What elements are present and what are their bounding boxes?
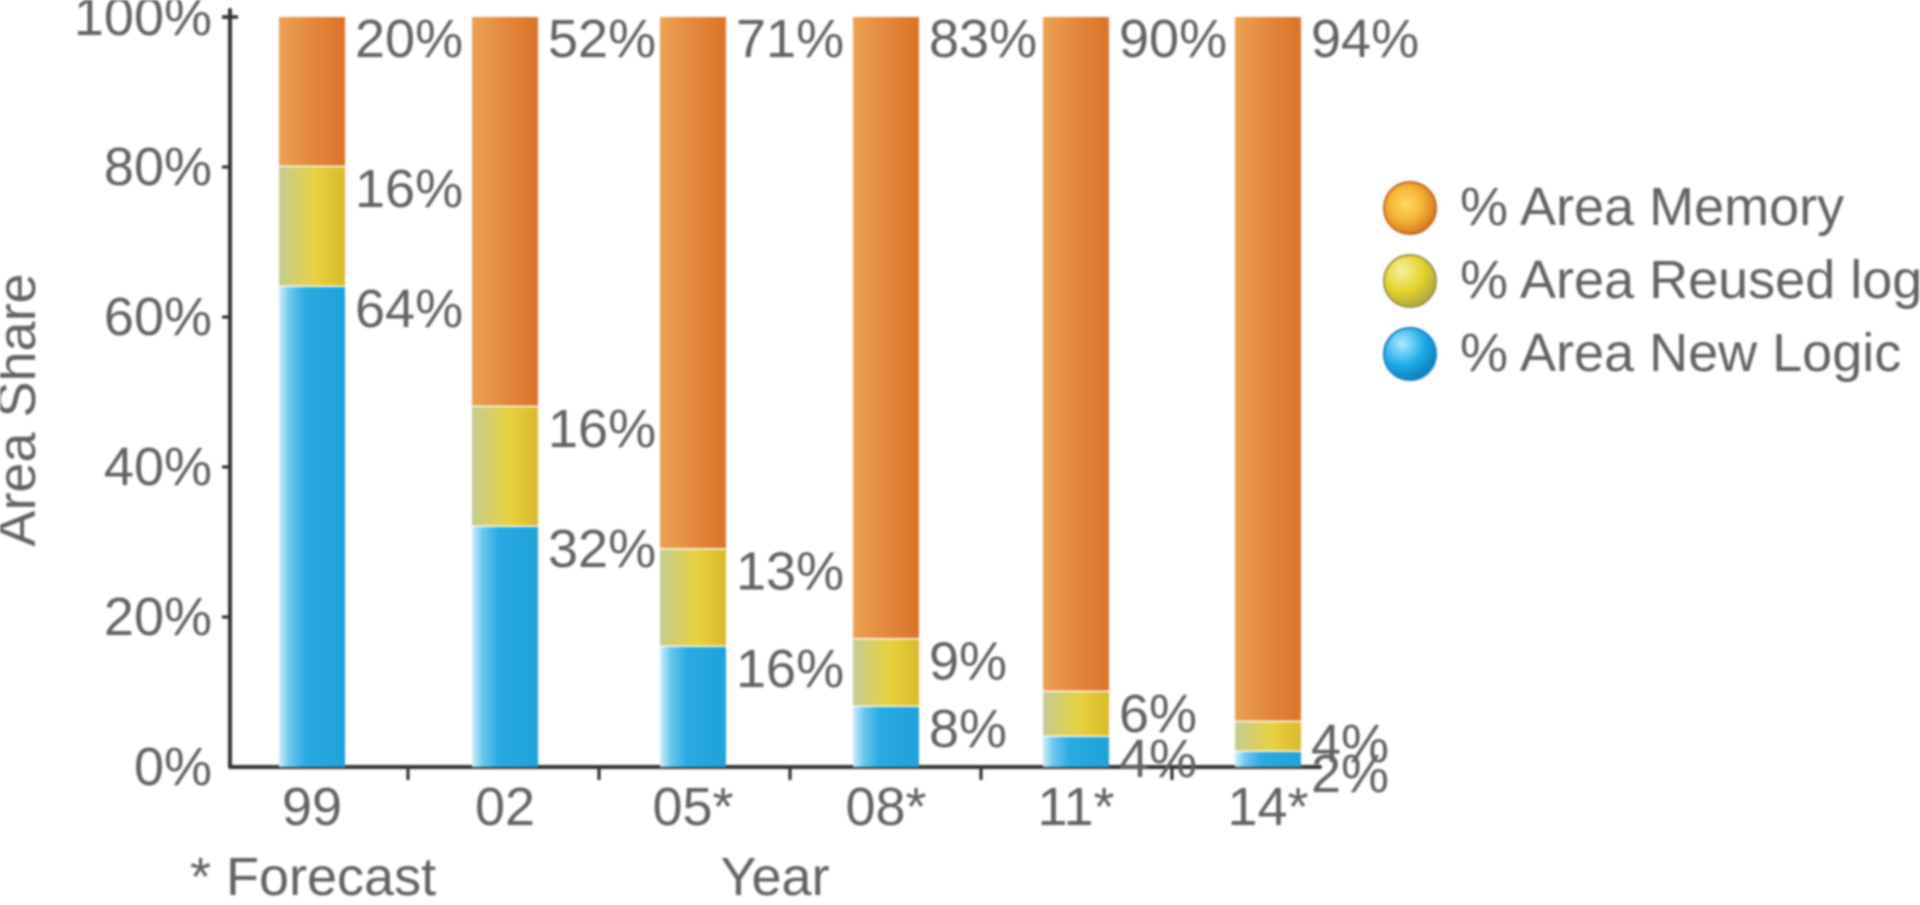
svg-text:13%: 13% bbox=[736, 542, 844, 602]
svg-text:99: 99 bbox=[282, 777, 342, 837]
svg-text:80%: 80% bbox=[104, 137, 212, 197]
svg-text:6%: 6% bbox=[1119, 684, 1197, 744]
svg-text:20%: 20% bbox=[104, 587, 212, 647]
svg-text:20%: 20% bbox=[355, 9, 463, 69]
svg-text:16%: 16% bbox=[355, 159, 463, 219]
svg-text:02: 02 bbox=[475, 777, 535, 837]
svg-text:52%: 52% bbox=[548, 9, 656, 69]
svg-text:05*: 05* bbox=[652, 777, 733, 837]
svg-text:% Area Reused logic: % Area Reused logic bbox=[1460, 250, 1920, 310]
svg-text:11*: 11* bbox=[1037, 777, 1114, 837]
svg-text:60%: 60% bbox=[104, 287, 212, 347]
svg-text:9%: 9% bbox=[929, 632, 1007, 692]
svg-text:Area Share: Area Share bbox=[0, 273, 47, 546]
svg-text:16%: 16% bbox=[736, 639, 844, 699]
svg-text:94%: 94% bbox=[1311, 9, 1419, 69]
svg-text:40%: 40% bbox=[104, 437, 212, 497]
svg-text:90%: 90% bbox=[1119, 9, 1227, 69]
svg-text:08*: 08* bbox=[845, 777, 926, 837]
svg-text:Year: Year bbox=[720, 847, 829, 905]
svg-text:64%: 64% bbox=[355, 279, 463, 339]
svg-text:0%: 0% bbox=[134, 737, 212, 797]
svg-text:100%: 100% bbox=[74, 0, 212, 47]
svg-text:4%: 4% bbox=[1311, 714, 1389, 774]
svg-text:14*: 14* bbox=[1227, 777, 1308, 837]
svg-text:8%: 8% bbox=[929, 699, 1007, 759]
svg-text:32%: 32% bbox=[548, 519, 656, 579]
svg-text:% Area Memory: % Area Memory bbox=[1460, 177, 1844, 237]
svg-text:83%: 83% bbox=[929, 9, 1037, 69]
svg-text:16%: 16% bbox=[548, 399, 656, 459]
svg-text:* Forecast: * Forecast bbox=[190, 847, 436, 905]
svg-text:71%: 71% bbox=[736, 9, 844, 69]
svg-text:% Area New Logic: % Area New Logic bbox=[1460, 323, 1901, 383]
